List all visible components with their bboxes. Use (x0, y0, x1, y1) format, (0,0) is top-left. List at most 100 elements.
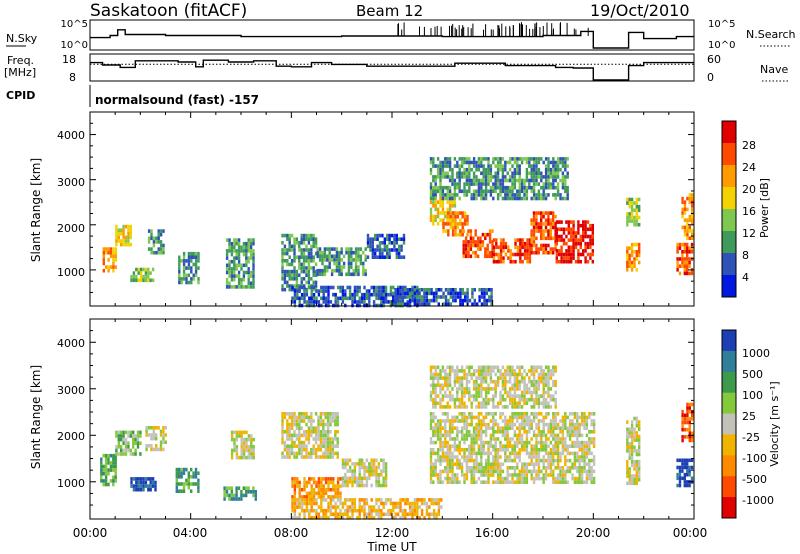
velocity-cell (245, 455, 248, 460)
velocity-cell (588, 444, 591, 448)
velocity-cell (408, 501, 412, 506)
velocity-cell (590, 466, 593, 470)
velocity-cell (312, 426, 315, 430)
power-cell (142, 278, 145, 283)
velocity-cell (444, 422, 447, 427)
velocity-cell (322, 477, 325, 481)
velocity-cell (460, 383, 464, 388)
power-blob (676, 242, 694, 276)
power-cell (240, 285, 243, 289)
power-cell (528, 245, 532, 250)
velocity-cell (489, 397, 493, 402)
velocity-cell (465, 476, 469, 481)
velocity-cell (475, 466, 478, 470)
velocity-cell (492, 437, 495, 441)
velocity-cell (520, 433, 524, 438)
velocity-cell (100, 468, 103, 472)
power-cell (626, 212, 629, 216)
velocity-cell (552, 437, 555, 441)
power-cell (678, 264, 682, 268)
velocity-cell (114, 471, 117, 476)
power-cell (347, 250, 351, 255)
power-cell (463, 222, 467, 226)
velocity-cell (312, 498, 316, 502)
power-cell (442, 229, 445, 233)
velocity-cell (547, 369, 550, 373)
power-cell (322, 289, 325, 293)
power-cell (520, 189, 524, 194)
velocity-cell (496, 369, 500, 373)
velocity-cell (351, 462, 354, 466)
power-cell (288, 241, 291, 245)
power-cell (570, 256, 573, 260)
velocity-cell (329, 508, 333, 513)
velocity-cell (448, 430, 452, 434)
power-cell (479, 236, 482, 241)
velocity-cell (571, 419, 574, 423)
velocity-cell (242, 437, 246, 442)
velocity-cell (578, 476, 581, 481)
power-cell (230, 270, 234, 275)
velocity-cell (465, 437, 469, 441)
power-cell (388, 248, 391, 252)
power-cell (194, 259, 198, 263)
power-cell (516, 164, 519, 168)
power-cell (389, 300, 393, 304)
velocity-cell (520, 469, 524, 474)
velocity-cell (363, 462, 366, 466)
power-cell (464, 254, 468, 259)
velocity-cell (585, 455, 589, 459)
power-cell (549, 175, 553, 179)
velocity-cell (542, 458, 545, 463)
power-cell (472, 178, 476, 183)
power-cell (544, 171, 548, 176)
power-cell (447, 222, 450, 226)
power-cell (429, 160, 433, 165)
velocity-cell (564, 426, 567, 430)
velocity-blob (281, 412, 339, 459)
velocity-cell (484, 412, 488, 416)
power-cell (230, 249, 234, 253)
power-cell (298, 300, 301, 304)
power-cell (476, 302, 479, 306)
velocity-cell (154, 484, 157, 488)
velocity-cell (240, 441, 243, 445)
power-cell (540, 211, 543, 215)
velocity-cell (568, 451, 572, 456)
power-cell (484, 185, 488, 190)
velocity-cell (532, 383, 536, 388)
power-cell (626, 264, 629, 268)
velocity-cell (470, 415, 473, 420)
power-cell (338, 250, 341, 255)
power-cell (560, 238, 563, 242)
velocity-cell (152, 447, 155, 452)
velocity-cell (115, 445, 118, 449)
velocity-cell (540, 444, 543, 448)
velocity-cell (298, 498, 301, 502)
velocity-cell (436, 419, 440, 423)
velocity-cell (293, 444, 296, 448)
velocity-cell (401, 516, 405, 520)
velocity-blob (341, 458, 388, 488)
velocity-cell (460, 365, 464, 370)
power-cell (521, 259, 524, 264)
velocity-cell (504, 419, 507, 423)
power-cell (683, 268, 686, 272)
velocity-blob (130, 477, 157, 492)
power-cell (312, 266, 315, 270)
velocity-cell (429, 466, 433, 470)
power-cell (378, 248, 382, 252)
velocity-cell (331, 444, 335, 448)
velocity-cell (535, 440, 538, 445)
noise-tick-low: 10^0 (61, 40, 88, 51)
power-cell (496, 182, 500, 186)
velocity-cell (281, 440, 284, 445)
velocity-cell (496, 376, 500, 380)
velocity-cell (182, 489, 186, 493)
power-cell (635, 268, 638, 272)
power-colorbar-swatch (722, 209, 736, 232)
power-cell (366, 241, 370, 245)
velocity-cell (568, 433, 572, 438)
power-cell (288, 273, 291, 277)
power-cell (420, 302, 424, 306)
